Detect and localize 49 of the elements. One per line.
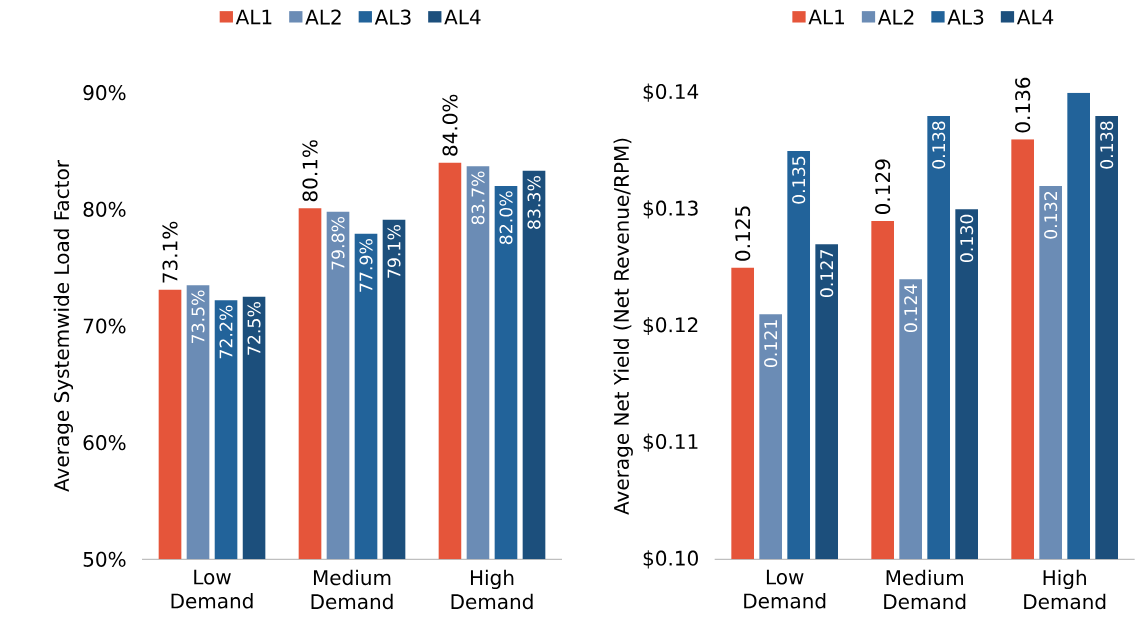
y-tick-label: $0.14	[643, 83, 699, 102]
data-label: 0.138	[932, 121, 946, 169]
x-tick-label: Medium Demand	[884, 569, 966, 610]
data-label: 0.130	[960, 214, 974, 263]
data-label: 0.138	[1100, 121, 1114, 169]
data-label: 73.5%	[191, 290, 205, 344]
x-tick-label: High Demand	[1024, 569, 1106, 610]
data-label: 80.1%	[302, 140, 318, 202]
legend-label: AL1	[808, 9, 844, 25]
x-tick-label: High Demand	[451, 569, 533, 610]
y-tick-label: 80%	[83, 201, 126, 217]
y-tick-label: $0.12	[643, 316, 698, 336]
y-tick-label: $0.13	[643, 200, 698, 219]
x-tick-label: Low Demand	[744, 569, 826, 609]
legend-label: AL4	[1016, 9, 1054, 25]
data-label: 0.132	[1044, 192, 1058, 239]
legend-label: AL3	[374, 9, 411, 25]
y-tick-label: 70%	[83, 318, 126, 334]
legend-label: AL2	[877, 9, 914, 25]
data-label: 84.0%	[442, 94, 458, 156]
data-label: 73.1%	[162, 221, 178, 283]
data-label: 0.127	[820, 250, 834, 298]
data-label: 83.7%	[471, 171, 485, 225]
data-label: 79.1%	[387, 225, 401, 278]
legend-label: AL4	[444, 9, 481, 25]
y-tick-label: 60%	[83, 435, 126, 451]
y-tick-label: 50%	[83, 551, 126, 567]
legend-label: AL2	[305, 9, 341, 25]
data-label: 0.136	[1015, 77, 1031, 133]
data-label: 0.124	[904, 284, 918, 333]
data-label: 0.121	[764, 320, 778, 368]
data-label: 72.5%	[247, 302, 261, 355]
y-axis-title: Average Net Yield (Net Revenue/RPM)	[613, 138, 633, 515]
data-label: 83.3%	[527, 176, 541, 229]
data-label: 82.0%	[499, 191, 513, 245]
y-tick-label: $0.10	[643, 550, 698, 569]
data-label: 0.135	[792, 156, 806, 204]
data-label: 77.9%	[359, 239, 373, 292]
data-label: 0.125	[735, 206, 751, 261]
y-tick-label: $0.11	[643, 433, 698, 452]
x-tick-label: Low Demand	[171, 569, 253, 609]
data-label: 0.129	[875, 159, 891, 215]
legend-label: AL3	[947, 9, 984, 25]
y-axis-title: Average Systemwide Load Factor	[53, 160, 74, 492]
data-label: 79.8%	[331, 216, 345, 270]
x-tick-label: Medium Demand	[311, 569, 393, 610]
data-label: 72.2%	[219, 305, 233, 359]
y-tick-label: 90%	[83, 85, 126, 101]
legend-label: AL1	[235, 9, 272, 25]
